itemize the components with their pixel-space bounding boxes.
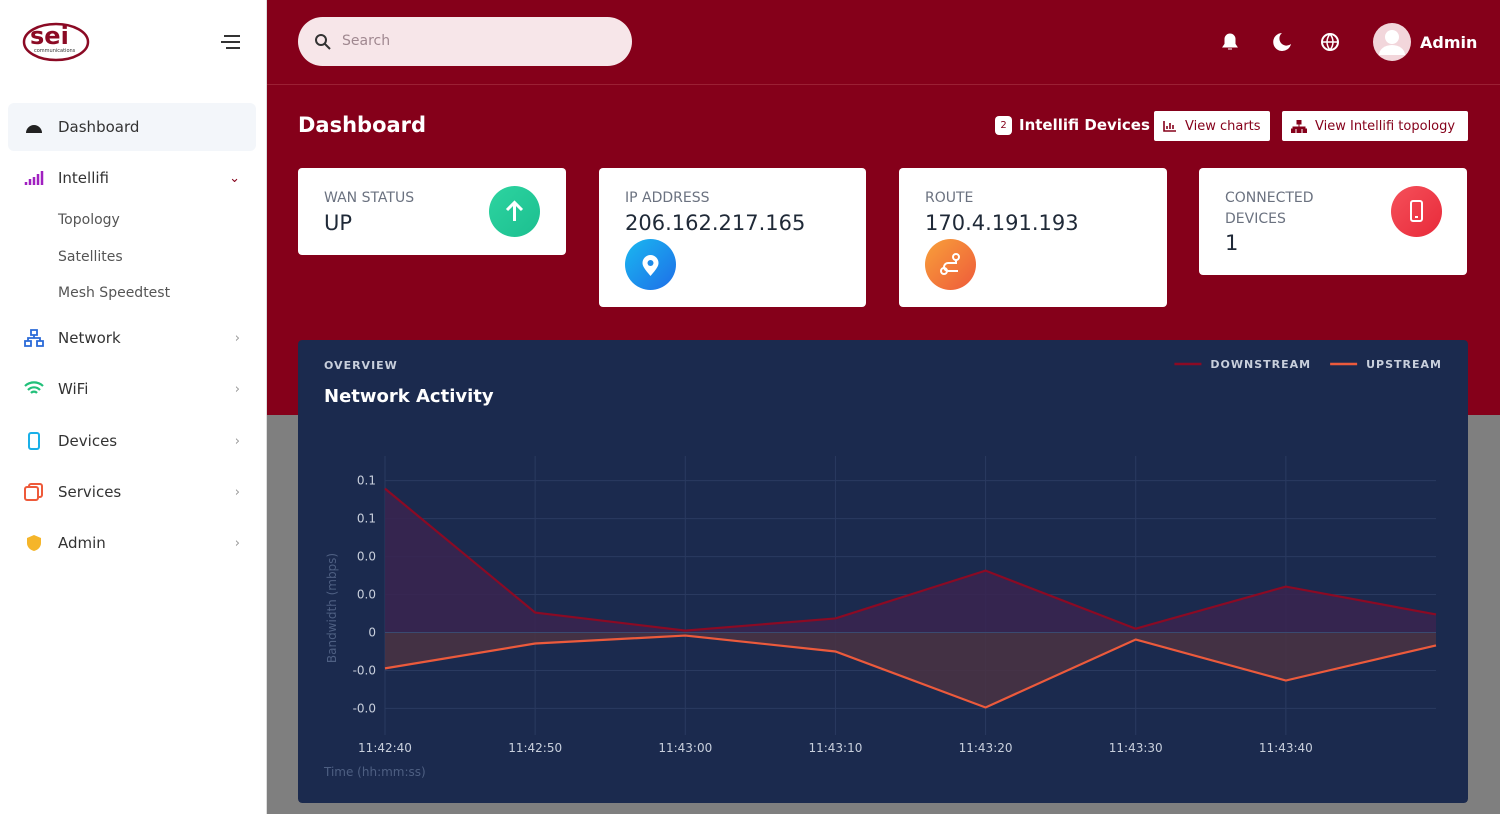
button-label: View Intellifi topology [1315,118,1456,134]
search-box[interactable]: Search [298,17,632,66]
stat-card: ROUTE 170.4.191.193 [899,168,1167,307]
menu-wifi[interactable]: WiFi › [8,365,256,413]
y-tick-label: 0.0 [357,550,376,564]
card-icon [925,239,976,290]
x-tick-label: 11:43:20 [959,741,1013,755]
view-charts-button[interactable]: View charts [1154,111,1270,141]
x-tick-label: 11:42:50 [508,741,562,755]
menu-admin[interactable]: Admin › [8,519,256,567]
logo-tagline: communications [34,48,76,54]
y-tick-label: -0.0 [353,701,376,715]
button-label: View charts [1185,118,1261,134]
y-tick-label: 0.1 [357,512,376,526]
menu-label: WiFi [58,380,89,398]
chart-title: Network Activity [324,386,494,407]
y-axis-label: Bandwidth (mbps) [325,553,339,663]
card-value: 1 [1225,231,1239,255]
view-topology-button[interactable]: View Intellifi topology [1282,111,1468,141]
area [385,488,1436,633]
card-icon [1391,186,1442,237]
submenu-item[interactable]: Topology [58,212,120,228]
x-tick-label: 11:43:00 [658,741,712,755]
legend-label: UPSTREAM [1366,358,1442,371]
network-activity-chart: OVERVIEW Network Activity Bandwidth (mbp… [298,340,1468,803]
menu-devices[interactable]: Devices › [8,417,256,465]
card-value: UP [324,211,353,235]
header-divider [266,84,1500,85]
avatar[interactable] [1372,22,1412,62]
menu-toggle[interactable] [220,34,242,50]
submenu-item[interactable]: Satellites [58,249,123,265]
x-tick-label: 11:42:40 [358,741,412,755]
card-icon [625,239,676,290]
card-icon [489,186,540,237]
menu-label: Devices [58,432,118,450]
card-label: IP ADDRESS [625,190,710,206]
x-tick-label: 11:43:30 [1109,741,1163,755]
user-name[interactable]: Admin [1420,33,1478,52]
header-icons [1222,33,1339,51]
chart-subtitle: OVERVIEW [324,359,398,372]
line [384,634,1437,709]
card-value: 206.162.217.165 [625,211,806,235]
logo-name: sei [30,22,69,50]
legend-label: DOWNSTREAM [1210,358,1311,371]
y-tick-label: -0.0 [353,663,376,677]
card-label: WAN STATUS [324,190,415,206]
y-tick-label: 0 [368,626,376,640]
card-value: 170.4.191.193 [925,211,1079,235]
menu-intellifi[interactable]: Intellifi ⌄ [8,154,256,202]
stat-card: CONNECTED DEVICES 1 [1199,168,1467,275]
menu-label: Dashboard [58,118,140,136]
chart-background [298,340,1468,803]
device-label: Intellifi Devices [1019,116,1150,134]
x-axis-label: Time (hh:mm:ss) [323,765,426,779]
page-title: Dashboard [298,113,427,137]
card-label: ROUTE [925,190,974,206]
menu-label: Network [58,329,121,347]
menu-label: Services [58,483,122,501]
x-tick-label: 11:43:10 [808,741,862,755]
device-count: 2 [995,116,1012,135]
y-tick-label: 0.0 [357,588,376,602]
line [384,487,1437,632]
sidebar: sei communications Dashboard Intellifi ⌄ … [0,0,267,814]
menu-network[interactable]: Network › [8,314,256,362]
stat-card: WAN STATUS UP [298,168,566,255]
menu-services[interactable]: Services › [8,468,256,516]
y-tick-label: 0.1 [357,474,376,488]
menu-label: Admin [58,534,106,552]
menu-label: Intellifi [58,169,109,187]
search-placeholder: Search [342,33,391,49]
logo: sei communications [22,22,90,62]
stat-card: IP ADDRESS 206.162.217.165 [599,168,866,307]
menu-dashboard[interactable]: Dashboard [8,103,256,151]
card-label: CONNECTED DEVICES [1225,190,1314,227]
x-tick-label: 11:43:40 [1259,741,1313,755]
area [385,632,1436,708]
submenu-item[interactable]: Mesh Speedtest [58,285,171,301]
